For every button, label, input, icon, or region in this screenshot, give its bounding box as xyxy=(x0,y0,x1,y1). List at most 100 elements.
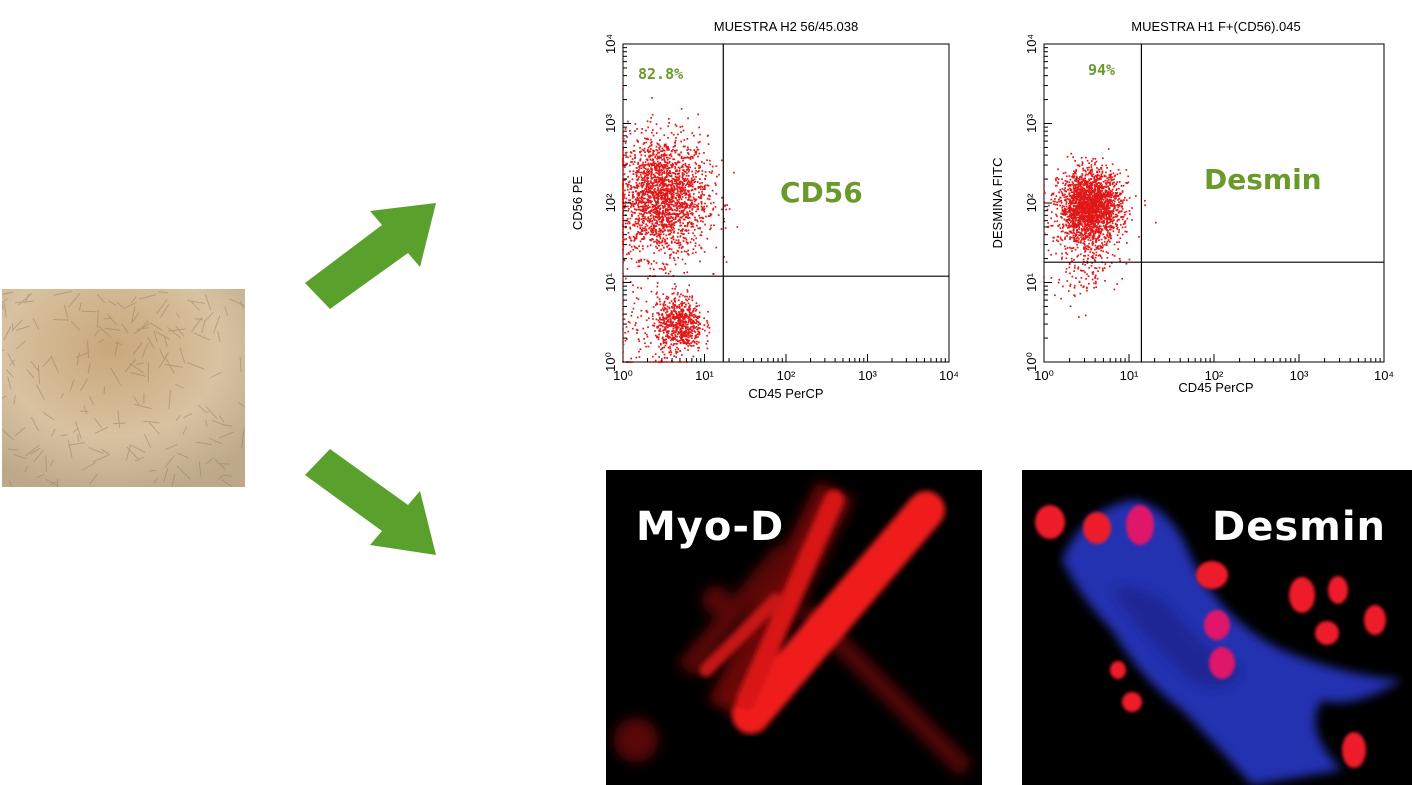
scatter-point xyxy=(622,232,624,235)
scatter-point xyxy=(625,277,627,280)
cell-strand xyxy=(239,356,242,373)
scatter-point xyxy=(706,325,709,328)
cell-strand xyxy=(87,363,91,374)
scatter-point xyxy=(642,222,645,225)
scatter-point xyxy=(1125,199,1128,202)
scatter-point xyxy=(670,198,673,201)
scatter-point xyxy=(1090,222,1093,224)
scatter-point xyxy=(1068,175,1071,177)
scatter-point xyxy=(647,262,650,265)
scatter-point xyxy=(640,228,643,231)
scatter-point xyxy=(683,178,686,181)
scatter-point xyxy=(624,128,627,130)
scatter-point xyxy=(659,165,662,168)
scatter-point xyxy=(655,209,658,212)
scatter-point xyxy=(630,257,633,260)
scatter-point xyxy=(660,241,663,244)
scatter-point xyxy=(1128,258,1131,261)
scatter-point xyxy=(633,225,636,227)
scatter-point xyxy=(1088,162,1090,164)
scatter-point xyxy=(687,185,690,188)
scatter-point xyxy=(665,341,667,344)
scatter-point xyxy=(681,202,683,204)
scatter-point xyxy=(647,126,649,129)
scatter-point xyxy=(640,197,642,200)
scatter-point xyxy=(1110,203,1112,205)
scatter-point xyxy=(636,247,639,250)
scatter-point xyxy=(1072,222,1075,225)
scatter-point xyxy=(674,217,677,220)
scatter-point xyxy=(671,181,674,184)
arrow-down-shape xyxy=(305,449,436,555)
scatter-point xyxy=(1056,220,1059,223)
scatter-point xyxy=(656,212,659,215)
scatter-point xyxy=(1094,181,1096,183)
scatter-point xyxy=(644,203,647,206)
scatter-point xyxy=(1056,201,1058,204)
scatter-point xyxy=(662,305,665,307)
scatter-point xyxy=(1063,194,1066,196)
scatter-point xyxy=(1090,231,1093,234)
scatter-point xyxy=(639,200,642,202)
scatter-point xyxy=(666,324,669,326)
scatter-point xyxy=(1116,234,1119,236)
scatter-point xyxy=(691,335,693,337)
scatter-point xyxy=(1111,210,1113,212)
cell-strand xyxy=(208,437,223,445)
scatter-point xyxy=(677,173,680,176)
scatter-point xyxy=(638,176,640,178)
scatter-point xyxy=(1106,210,1109,213)
scatter-point xyxy=(1106,177,1108,180)
cell-strand xyxy=(187,362,205,370)
scatter-point xyxy=(660,192,663,195)
scatter-point xyxy=(671,334,674,337)
scatter-point xyxy=(678,306,681,308)
scatter-point xyxy=(1110,211,1113,214)
scatter-point xyxy=(650,217,652,220)
cell-strand xyxy=(153,477,159,484)
scatter-point xyxy=(686,138,689,140)
scatter-point xyxy=(665,176,668,179)
scatter-point xyxy=(663,165,666,167)
scatter-point xyxy=(674,202,677,204)
scatter-point xyxy=(665,335,667,338)
scatter-point xyxy=(676,207,679,210)
scatter-point xyxy=(1109,170,1112,172)
scatter-point xyxy=(685,241,688,243)
scatter-point xyxy=(666,149,668,151)
scatter-point xyxy=(689,195,692,198)
scatter-point xyxy=(667,335,669,337)
scatter-point xyxy=(677,340,680,343)
scatter-point xyxy=(622,194,624,197)
scatter-point xyxy=(1112,217,1114,219)
scatter-point xyxy=(647,201,650,203)
scatter-point xyxy=(636,316,639,319)
scatter-point xyxy=(672,251,675,254)
scatter-point xyxy=(1072,224,1074,226)
scatter-point xyxy=(680,337,683,340)
scatter-point xyxy=(626,188,629,191)
scatter-point xyxy=(1072,227,1075,229)
scatter-point xyxy=(686,299,688,302)
scatter-point xyxy=(682,145,685,148)
scatter-point xyxy=(643,258,646,261)
scatter-point xyxy=(623,207,626,209)
scatter-point xyxy=(1068,207,1070,210)
scatter-point xyxy=(679,180,682,183)
cell-strand xyxy=(83,404,87,415)
scatter-point xyxy=(1084,177,1087,180)
scatter-point xyxy=(1066,232,1068,234)
scatter-point xyxy=(693,193,695,195)
scatter-point xyxy=(654,222,657,224)
cell-strand xyxy=(218,474,224,481)
scatter-point xyxy=(1129,213,1131,215)
scatter-point xyxy=(1089,171,1091,173)
scatter-point xyxy=(645,319,648,322)
scatter-point xyxy=(667,233,670,236)
scatter-point xyxy=(695,198,698,201)
scatter-point xyxy=(685,316,687,319)
scatter-point xyxy=(1118,229,1120,231)
scatter-point xyxy=(1070,207,1072,209)
scatter-point xyxy=(655,203,658,206)
scatter-point xyxy=(653,179,656,181)
